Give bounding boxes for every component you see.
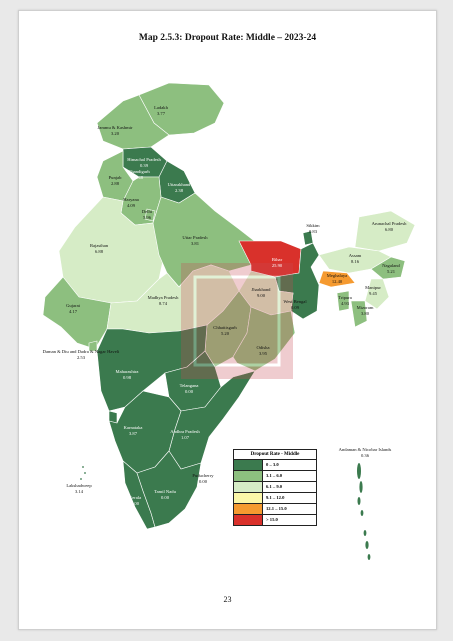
legend-item: 3.1 – 6.0 [234,471,316,482]
region-odisha [232,306,296,372]
legend-label: 6.1 – 9.0 [266,484,283,489]
legend-swatch [234,493,263,503]
region-lakshadweep [80,466,86,480]
region-meghalaya [318,270,356,288]
legend-label: 12.1 – 15.0 [266,506,287,511]
india-map: Ladakh 3.77 Jammu & Kashmir 3.20 Himachal … [42,82,416,560]
document-page: Map 2.5.3: Dropout Rate: Middle – 2023-2… [18,10,437,630]
legend-label: 3.1 – 6.0 [266,473,283,478]
region-nagaland [370,256,406,280]
region-manipur [364,278,390,310]
legend-swatch [234,482,263,492]
region-delhi [144,208,156,222]
legend-swatch [234,471,263,481]
region-andaman-nicobar [357,463,371,560]
region-jammu-kashmir [96,94,170,150]
region-mizoram [350,300,368,328]
legend-item: 0 – 3.0 [234,460,316,471]
legend-swatch [234,460,263,470]
watermark-logo [181,263,293,379]
svg-text:Daman & Diu and Dadra & Nagar: Daman & Diu and Dadra & Nagar Haveli 2.53 [43,349,120,360]
legend-item: 6.1 – 9.0 [234,482,316,493]
region-gujarat [42,276,112,350]
region-tamil-nadu [136,450,202,528]
map-title: Map 2.5.3: Dropout Rate: Middle – 2023-2… [138,33,317,43]
legend-label: > 15.0 [266,517,278,522]
legend-swatch [234,515,263,525]
legend-swatch [234,504,263,514]
map-legend: Dropout Rate - Middle 0 – 3.0 3.1 – 6.0 … [233,449,317,526]
legend-label: 9.1 – 12.0 [266,495,285,500]
legend-item: 9.1 – 12.0 [234,493,316,504]
legend-item: > 15.0 [234,515,316,525]
region-puducherry [193,479,197,483]
region-arunachal-pradesh [354,210,416,252]
region-tripura [336,290,350,312]
page-number: 23 [223,595,232,604]
legend-label: 0 – 3.0 [266,462,279,467]
legend-item: 12.1 – 15.0 [234,504,316,515]
legend-title: Dropout Rate - Middle [234,450,316,460]
